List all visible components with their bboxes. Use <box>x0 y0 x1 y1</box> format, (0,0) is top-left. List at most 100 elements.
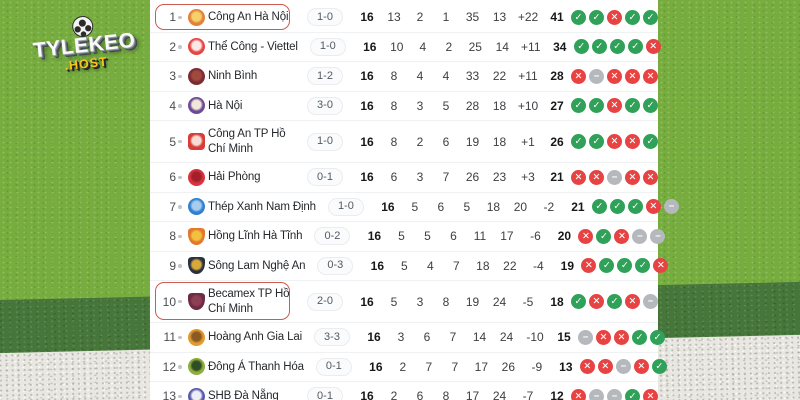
stat-drawn: 6 <box>437 199 445 214</box>
table-row[interactable]: 12 Đông Á Thanh Hóa 0-1 16 2 7 7 17 26 -… <box>150 352 667 382</box>
form-icons: ✓ ✓ ✕ ✓ ✓ <box>571 98 658 114</box>
form-win-icon: ✓ <box>625 9 640 25</box>
rank-same-dot <box>176 74 184 78</box>
form-loss-icon: ✕ <box>645 39 661 55</box>
table-row[interactable]: 3 Ninh Bình 1-2 16 8 4 4 33 22 +11 28 ✕ −… <box>150 62 658 92</box>
table-row[interactable]: 4 Hà Nội 3-0 16 8 3 5 28 18 +10 27 ✓ ✓ ✕ ✓ ✓ <box>150 91 658 121</box>
stat-played: 16 <box>367 229 382 244</box>
form-loss-icon: ✕ <box>625 169 640 185</box>
latest-score-pill[interactable]: 1-0 <box>309 37 346 56</box>
stat-goal-diff: +11 <box>518 69 538 84</box>
latest-score-pill[interactable]: 0-1 <box>307 387 343 400</box>
table-row[interactable]: 8 Hồng Lĩnh Hà Tĩnh 0-2 16 5 5 6 11 17 -… <box>150 222 666 252</box>
latest-score-pill[interactable]: 0-3 <box>317 256 354 275</box>
team-name: Sông Lam Nghệ An <box>208 259 306 272</box>
stat-goals-against: 24 <box>492 294 507 309</box>
form-win-icon: ✓ <box>599 258 615 274</box>
table-row[interactable]: 9 Sông Lam Nghệ An 0-3 16 5 4 7 18 22 -4… <box>150 251 669 281</box>
form-draw-icon: − <box>578 329 593 345</box>
latest-score-pill[interactable]: 3-0 <box>307 96 343 115</box>
rank-same-dot <box>176 365 184 369</box>
team-name: Becamex TP Hồ Chí Minh <box>208 288 290 315</box>
stat-goals-for: 28 <box>465 98 480 113</box>
standings-table: 1 Công An Hà Nội 1-0 16 13 2 1 35 13 +22… <box>150 0 679 400</box>
team-name: Ninh Bình <box>208 70 258 83</box>
form-win-icon: ✓ <box>591 199 607 215</box>
stat-goals-for: 26 <box>465 170 480 185</box>
team-name: Hồng Lĩnh Hà Tĩnh <box>208 230 303 243</box>
stat-points: 41 <box>550 10 564 25</box>
stat-won: 8 <box>390 98 398 113</box>
stat-points: 27 <box>550 98 564 113</box>
position-number: 2 <box>169 39 176 54</box>
latest-score-pill[interactable]: 1-0 <box>307 8 343 27</box>
position-number: 9 <box>169 258 176 273</box>
table-row[interactable]: 5 Công An TP Hồ Chí Minh 1-0 16 8 2 6 19… <box>150 121 658 163</box>
form-loss-icon: ✕ <box>578 228 594 244</box>
team-badge <box>184 293 208 310</box>
table-row[interactable]: 2 Thể Công - Viettel 1-0 16 10 4 2 25 14… <box>150 32 661 62</box>
stat-lost: 7 <box>442 170 450 185</box>
stat-won: 5 <box>398 229 405 244</box>
stat-goal-diff: -4 <box>533 258 544 273</box>
position-number: 5 <box>169 134 176 149</box>
table-row[interactable]: 7 Thép Xanh Nam Định 1-0 16 5 6 5 18 20 … <box>150 192 679 222</box>
table-row[interactable]: 6 Hải Phòng 0-1 16 6 3 7 26 23 +3 21 ✕ ✕ −… <box>150 163 658 193</box>
form-win-icon: ✓ <box>591 39 607 55</box>
form-win-icon: ✓ <box>571 98 586 114</box>
form-loss-icon: ✕ <box>607 9 622 25</box>
latest-score-pill[interactable]: 3-3 <box>314 328 350 347</box>
latest-score-pill[interactable]: 0-1 <box>307 168 343 187</box>
team-name: Hoàng Anh Gia Lai <box>208 331 302 344</box>
latest-score-pill[interactable]: 0-1 <box>315 357 352 376</box>
table-row[interactable]: 10 Becamex TP Hồ Chí Minh 2-0 16 5 3 8 1… <box>150 281 658 323</box>
form-draw-icon: − <box>650 228 666 244</box>
stat-won: 5 <box>390 294 398 309</box>
stat-points: 19 <box>560 258 575 273</box>
stat-goals-for: 35 <box>465 10 480 25</box>
stat-drawn: 3 <box>416 294 424 309</box>
form-loss-icon: ✕ <box>653 258 669 274</box>
form-loss-icon: ✕ <box>625 68 640 84</box>
team-name: SHB Đà Nẵng <box>208 390 279 400</box>
stat-goal-diff: -2 <box>543 199 555 214</box>
team-badge <box>184 358 208 376</box>
table-row[interactable]: 13 SHB Đà Nẵng 0-1 16 2 6 8 17 24 -7 12 … <box>150 382 658 400</box>
form-win-icon: ✓ <box>589 134 604 149</box>
latest-score-pill[interactable]: 1-0 <box>327 197 364 216</box>
stat-goals-for: 25 <box>468 39 482 54</box>
form-loss-icon: ✕ <box>643 68 658 84</box>
form-win-icon: ✓ <box>635 258 651 274</box>
form-win-icon: ✓ <box>625 388 640 400</box>
stat-drawn: 3 <box>416 170 424 185</box>
table-row[interactable]: 11 Hoàng Anh Gia Lai 3-3 16 3 6 7 14 24 … <box>150 323 665 353</box>
stat-points: 13 <box>559 359 573 374</box>
latest-score-pill[interactable]: 1-2 <box>307 67 343 86</box>
stat-goals-for: 19 <box>465 294 480 309</box>
form-icons: ✓ ✕ ✓ ✕ − <box>571 294 658 309</box>
team-badge <box>184 8 208 26</box>
stat-drawn: 6 <box>416 389 424 400</box>
team-name: Hải Phòng <box>208 171 261 184</box>
form-win-icon: ✓ <box>627 199 643 215</box>
team-name: Hà Nội <box>208 99 243 112</box>
position-number: 3 <box>169 69 176 84</box>
stat-drawn: 4 <box>419 39 427 54</box>
form-loss-icon: ✕ <box>643 169 658 185</box>
latest-score-pill[interactable]: 2-0 <box>307 292 343 311</box>
table-row[interactable]: 1 Công An Hà Nội 1-0 16 13 2 1 35 13 +22… <box>150 3 658 33</box>
form-win-icon: ✓ <box>589 9 604 25</box>
form-icons: ✕ − − ✓ ✕ <box>571 388 658 400</box>
stat-goals-against: 20 <box>513 199 528 214</box>
latest-score-pill[interactable]: 0-2 <box>314 227 351 246</box>
rank-same-dot <box>176 394 184 398</box>
rank-same-dot <box>176 139 184 144</box>
stat-played: 16 <box>367 330 381 345</box>
latest-score-pill[interactable]: 1-0 <box>307 132 343 151</box>
form-loss-icon: ✕ <box>614 329 629 345</box>
form-icons: ✕ ✕ − ✕ ✕ <box>571 169 658 185</box>
stat-goal-diff: +10 <box>517 98 539 113</box>
stat-points: 21 <box>571 199 585 214</box>
stat-won: 10 <box>390 39 404 54</box>
